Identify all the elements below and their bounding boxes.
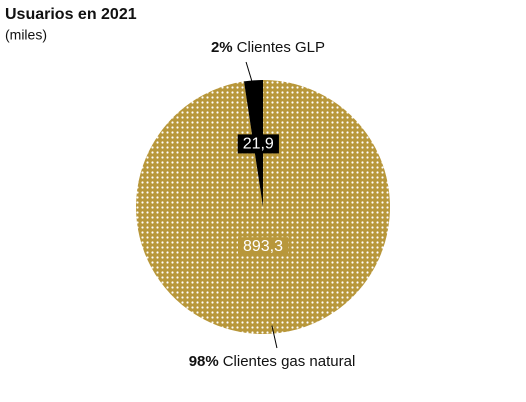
category-label: 98% Clientes gas natural: [189, 353, 356, 370]
value-label-box: [237, 237, 289, 257]
percent-label: 98%: [189, 353, 219, 370]
leader-line: [245, 61, 255, 89]
value-label: 893,3: [243, 238, 283, 255]
percent-label: 2%: [211, 39, 233, 56]
value-label-box: [237, 134, 279, 154]
value-label-group: 893,3: [237, 237, 289, 257]
category-name: Clientes GLP: [237, 39, 325, 56]
value-label: 21,9: [243, 135, 274, 152]
value-label-group: 21,9: [237, 134, 279, 154]
chart-title: Usuarios en 2021: [5, 6, 137, 23]
category-name: Clientes gas natural: [223, 353, 356, 370]
category-label: 2% Clientes GLP: [211, 39, 325, 56]
chart-subtitle: (miles): [5, 27, 47, 43]
leader-line: [271, 325, 278, 349]
